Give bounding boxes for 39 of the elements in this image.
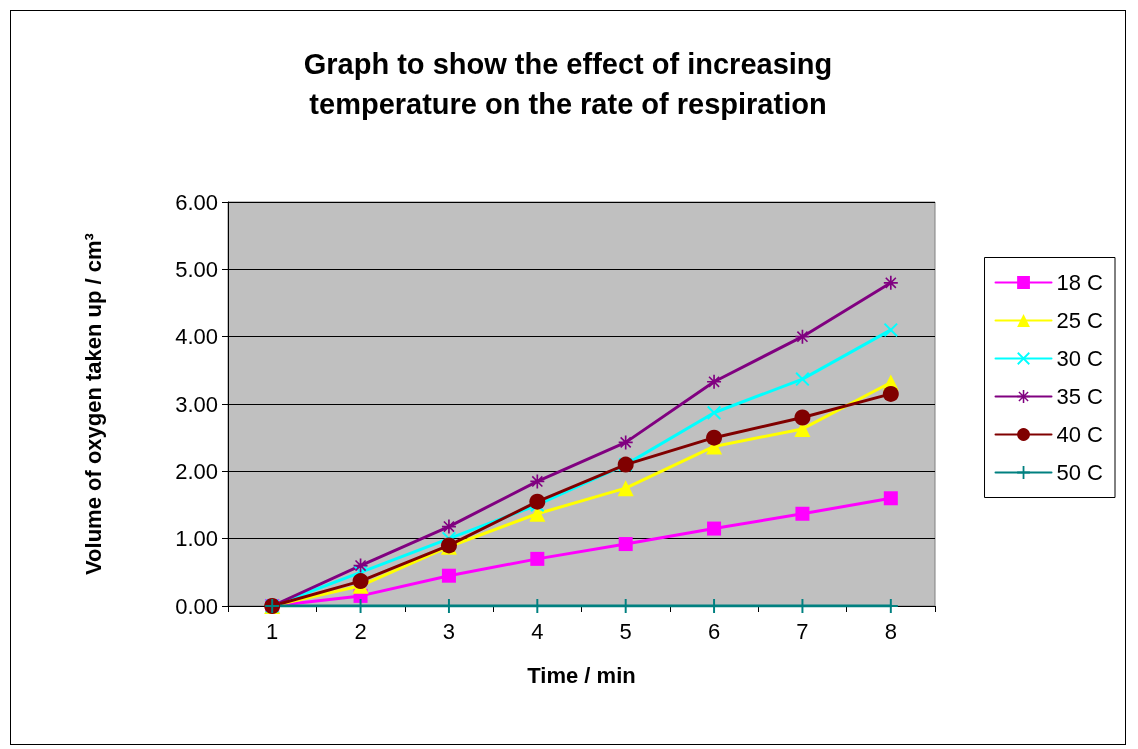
point [883,275,898,290]
point [707,521,722,536]
y-tick-label: 0.00 [175,593,218,619]
x-tick-label: 3 [442,618,456,644]
point [441,568,456,583]
x-axis-title: Time / min [527,662,636,688]
x-tick-label: 2 [354,618,367,644]
y-tick-label: 3.00 [175,391,218,417]
point [352,573,369,590]
point [530,551,545,566]
y-tick-label: 2.00 [175,458,218,484]
point [883,322,898,337]
x-tick-label: 1 [266,618,279,644]
point [882,385,899,402]
point [529,493,546,510]
point [618,537,633,552]
legend-label: 40 C [1056,422,1104,447]
x-tick-label: 7 [796,618,809,644]
point [706,429,723,446]
point [883,491,898,506]
y-tick-label: 5.00 [175,256,218,282]
y-tick-label: 6.00 [175,189,218,215]
legend-label: 25 C [1056,308,1104,333]
legend-label: 30 C [1056,346,1104,371]
y-tick-label: 1.00 [175,526,218,552]
point [795,506,810,521]
y-axis-title: Volume of oxygen taken up / cm³ [80,233,106,575]
chart-title: Graph to show the effect of increasing temperature on the rate of respiration [303,48,833,120]
legend-label: 50 C [1056,460,1104,485]
point [794,409,811,426]
x-tick-label: 5 [619,618,632,644]
y-tick-label: 4.00 [175,324,218,350]
point [707,405,722,420]
x-tick-label: 6 [707,618,721,644]
x-tick-label: 4 [531,618,544,644]
x-tick-label: 8 [884,618,897,644]
point [617,480,634,497]
legend-label: 18 C [1056,270,1104,295]
legend-label: 35 C [1056,384,1104,409]
